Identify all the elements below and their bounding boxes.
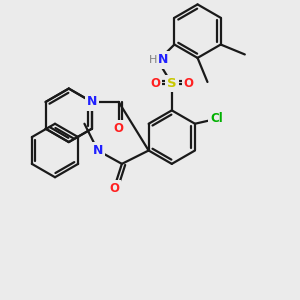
Text: O: O (184, 77, 194, 90)
Text: N: N (158, 53, 168, 66)
Text: O: O (150, 77, 160, 90)
Text: H: H (149, 55, 157, 65)
Text: Cl: Cl (210, 112, 223, 125)
Text: N: N (87, 95, 97, 108)
Text: S: S (167, 77, 177, 90)
Text: N: N (93, 144, 103, 157)
Text: O: O (109, 182, 119, 195)
Text: O: O (114, 122, 124, 135)
